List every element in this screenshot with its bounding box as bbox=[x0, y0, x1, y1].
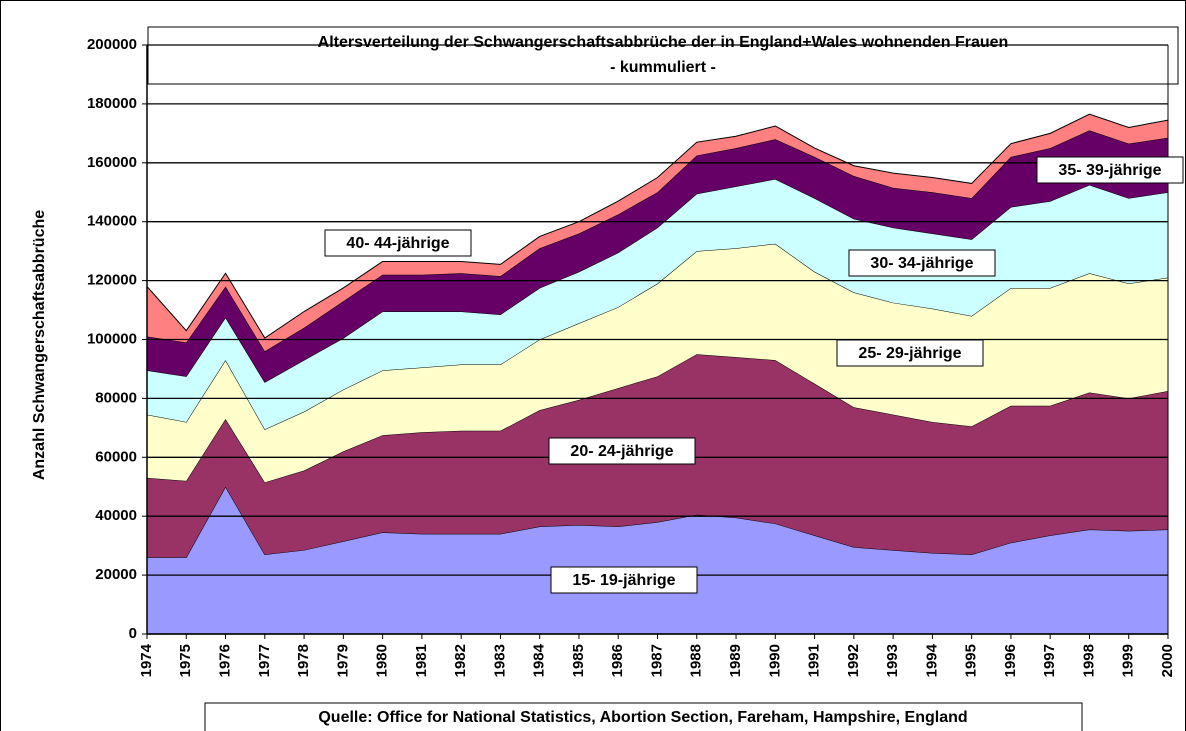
series-label-box bbox=[836, 339, 984, 367]
y-tick-label: 20000 bbox=[95, 566, 137, 583]
x-tick-label: 1984 bbox=[531, 643, 548, 677]
area bbox=[147, 130, 1168, 383]
series-label-box bbox=[548, 437, 696, 465]
x-tick-label: 1993 bbox=[884, 644, 901, 677]
source-note: Quelle: Office for National Statistics, … bbox=[318, 709, 967, 726]
y-tick-label: 200000 bbox=[87, 36, 137, 53]
series-label: 40- 44-jährige bbox=[346, 235, 449, 252]
x-tick-label: 1980 bbox=[374, 644, 391, 677]
x-tick-label: 1999 bbox=[1120, 644, 1137, 677]
series-label-box bbox=[324, 229, 472, 257]
x-tick-label: 1978 bbox=[295, 644, 312, 677]
x-tick-label: 1983 bbox=[491, 644, 508, 677]
x-tick-label: 1998 bbox=[1080, 644, 1097, 677]
area bbox=[147, 178, 1168, 430]
x-tick-label: 1997 bbox=[1041, 644, 1058, 677]
y-tick-label: 160000 bbox=[87, 154, 137, 171]
chart-subtitle: - kummuliert - bbox=[610, 59, 716, 76]
x-tick-label: 1986 bbox=[609, 644, 626, 677]
series-label: 30- 34-jährige bbox=[870, 255, 973, 272]
x-tick-label: 1976 bbox=[217, 644, 234, 677]
x-tick-label: 1987 bbox=[648, 644, 665, 677]
series-label: 20- 24-jährige bbox=[570, 443, 673, 460]
x-tick-label: 1988 bbox=[688, 644, 705, 677]
x-tick-label: 1996 bbox=[1002, 644, 1019, 677]
source-box bbox=[204, 702, 1083, 731]
y-tick-label: 40000 bbox=[95, 507, 137, 524]
x-tick-label: 1982 bbox=[452, 644, 469, 677]
area bbox=[147, 114, 1168, 352]
series-label-box bbox=[1036, 156, 1184, 184]
area-outline bbox=[146, 113, 1169, 339]
series-label: 25- 29-jährige bbox=[858, 345, 961, 362]
x-tick-label: 1990 bbox=[766, 644, 783, 677]
x-tick-label: 1991 bbox=[806, 644, 823, 677]
title-box bbox=[147, 26, 1179, 85]
y-axis-label: Anzahl Schwangerschaftsabbrüche bbox=[31, 210, 48, 480]
series-label-box bbox=[848, 249, 996, 277]
x-tick-label: 1981 bbox=[413, 644, 430, 677]
y-tick-label: 100000 bbox=[87, 330, 137, 347]
y-tick-label: 140000 bbox=[87, 213, 137, 230]
series-label-box bbox=[550, 566, 698, 594]
x-tick-label: 1985 bbox=[570, 644, 587, 677]
x-tick-label: 1974 bbox=[138, 643, 155, 677]
area bbox=[147, 486, 1168, 634]
y-tick-label: 120000 bbox=[87, 272, 137, 289]
x-tick-label: 1975 bbox=[177, 644, 194, 677]
chart-title: Altersverteilung der Schwangerschaftsabb… bbox=[318, 34, 1009, 51]
x-tick-label: 2000 bbox=[1159, 644, 1176, 677]
y-tick-label: 60000 bbox=[95, 448, 137, 465]
x-tick-label: 1989 bbox=[727, 644, 744, 677]
area bbox=[147, 243, 1168, 483]
y-tick-label: 180000 bbox=[87, 95, 137, 112]
x-tick-label: 1995 bbox=[963, 644, 980, 677]
x-tick-label: 1994 bbox=[923, 643, 940, 677]
x-tick-label: 1992 bbox=[845, 644, 862, 677]
x-tick-label: 1977 bbox=[256, 644, 273, 677]
series-label: 15- 19-jährige bbox=[572, 572, 675, 589]
series-label: 35- 39-jährige bbox=[1058, 162, 1161, 179]
y-tick-label: 0 bbox=[129, 625, 137, 642]
y-tick-label: 80000 bbox=[95, 389, 137, 406]
x-tick-label: 1979 bbox=[334, 644, 351, 677]
